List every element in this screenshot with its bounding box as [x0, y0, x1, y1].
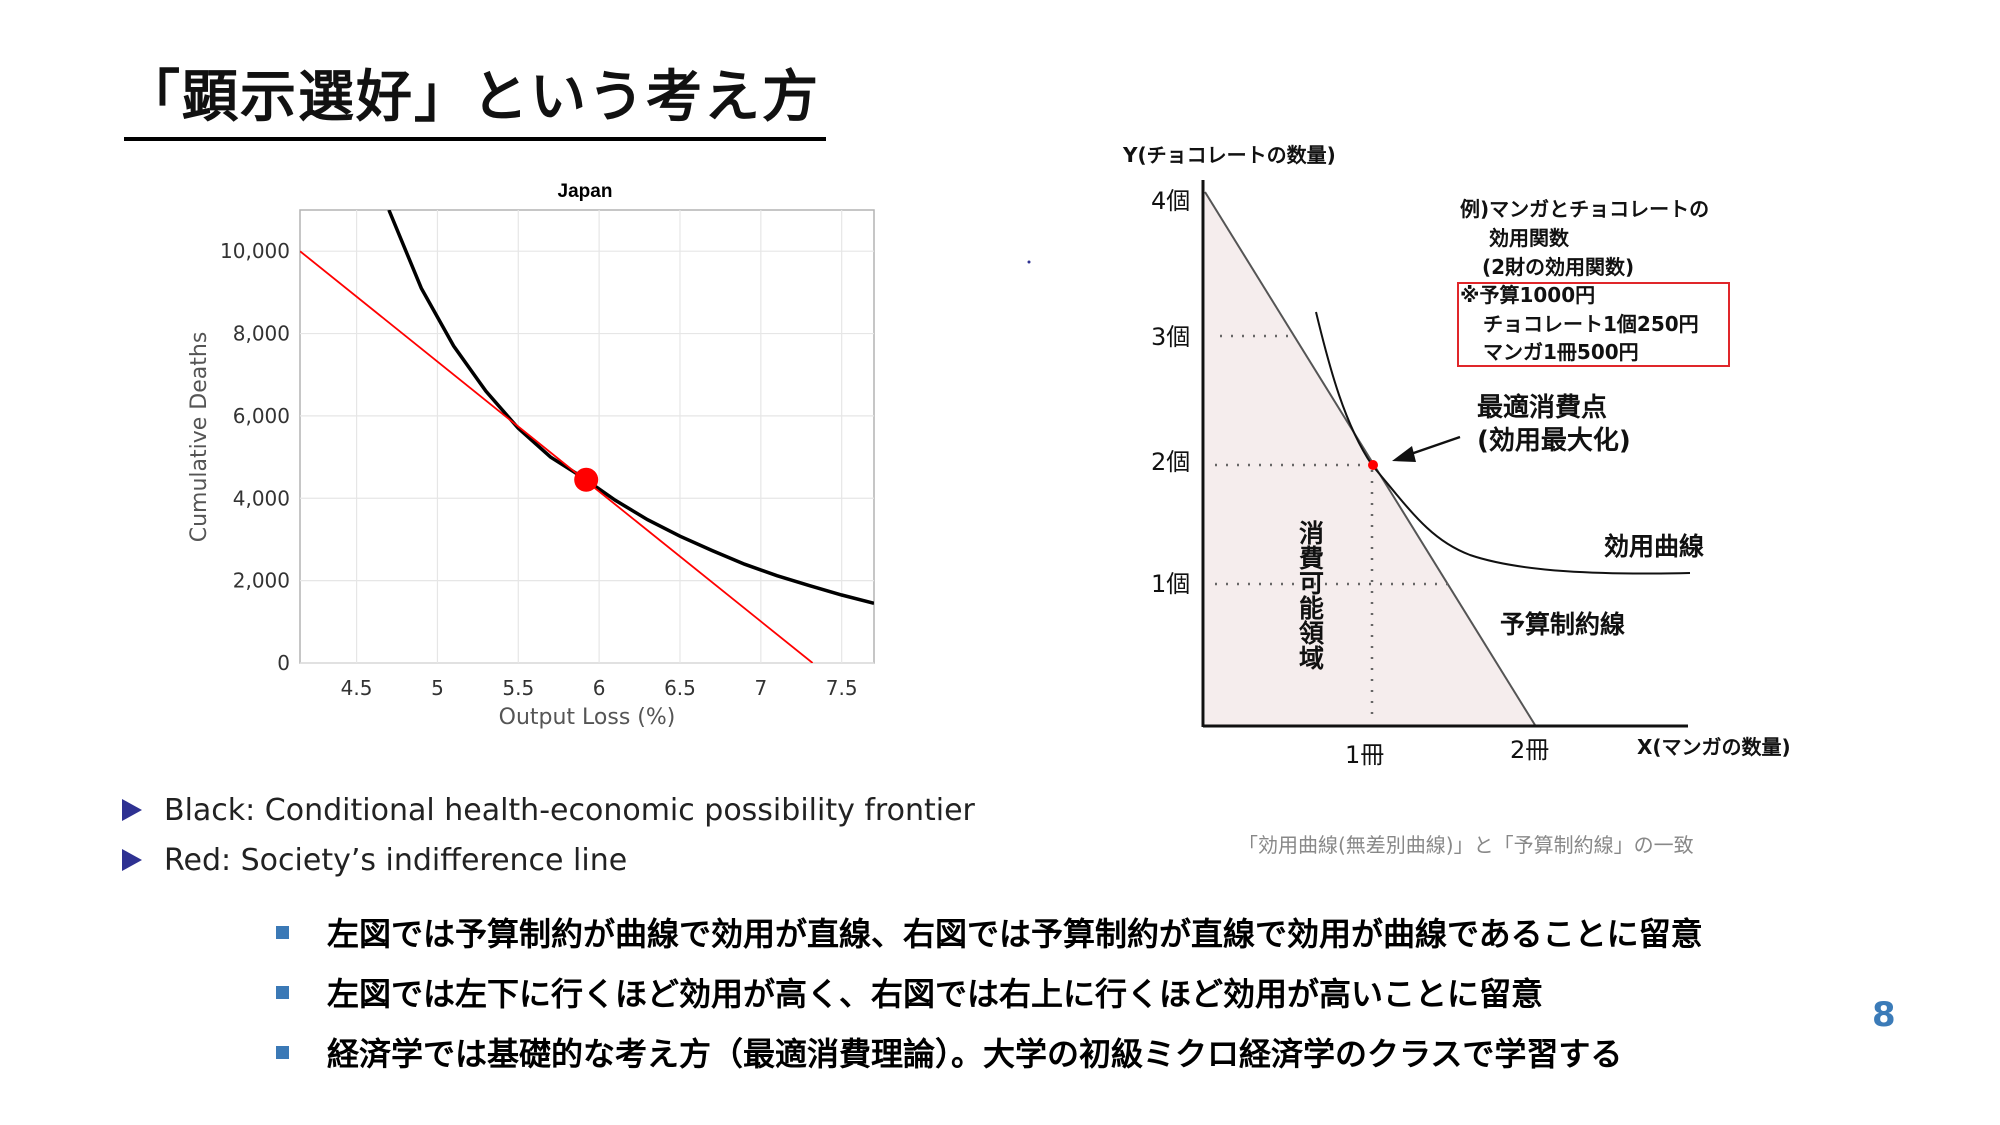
consumable-region-label: 消費可能領域 [1296, 520, 1326, 671]
optimum-arrow-head [1392, 446, 1416, 462]
triangle-bullet-icon [122, 849, 142, 871]
left-plot-area [299, 209, 875, 664]
note-text: 左図では予算制約が曲線で効用が直線、右図では予算制約が直線で効用が曲線であること… [327, 915, 1703, 953]
right-chart: Y(チョコレートの数量) X(マンガの数量) 4個 3個 2個 1個 1冊 2冊… [1122, 143, 1791, 769]
right-y-axis-label: Y(チョコレートの数量) [1122, 143, 1336, 167]
y-tick-label: 0 [277, 651, 290, 675]
x-tick-1: 1冊 [1345, 741, 1384, 769]
utility-curve-label: 効用曲線 [1604, 532, 1704, 561]
x-tick-label: 6.5 [664, 676, 696, 700]
bullet-black: Black: Conditional health-economic possi… [122, 785, 975, 835]
stray-dot [1027, 260, 1031, 264]
example-line-3: (2財の効用関数) [1482, 255, 1634, 279]
budget-note-1: ※予算1000円 [1460, 283, 1595, 307]
indifference-line [300, 250, 814, 663]
note-item: 左図では予算制約が曲線で効用が直線、右図では予算制約が直線で効用が曲線であること… [276, 902, 1703, 962]
square-bullet-icon [276, 1045, 289, 1059]
x-tick-label: 7 [754, 676, 767, 700]
optimum-label-2: (効用最大化) [1477, 425, 1631, 456]
left-chart-title: Japan [558, 181, 613, 202]
frontier-curve [387, 210, 874, 605]
bullet-text: Red: Society’s indifference line [164, 842, 628, 878]
y-tick-2: 2個 [1151, 448, 1190, 476]
utility-curve [1315, 311, 1691, 575]
x-tick-label: 5 [431, 676, 444, 700]
bullet-red: Red: Society’s indifference line [122, 835, 975, 885]
x-tick-label: 7.5 [826, 676, 858, 700]
left-grid [300, 210, 874, 664]
optimum-label-1: 最適消費点 [1477, 392, 1607, 423]
legend-bullets: Black: Conditional health-economic possi… [122, 785, 975, 885]
x-tick-2: 2冊 [1510, 736, 1549, 764]
right-x-axis-label: X(マンガの数量) [1637, 735, 1791, 759]
y-tick-label: 10,000 [220, 239, 290, 263]
left-series [300, 210, 874, 663]
note-item: 経済学では基礎的な考え方（最適消費理論）。大学の初級ミクロ経済学のクラスで学習す… [276, 1022, 1703, 1082]
x-tick-label: 4.5 [341, 676, 373, 700]
budget-note-3: マンガ1冊500円 [1483, 340, 1639, 364]
y-tick-1: 1個 [1151, 570, 1190, 598]
x-tick-label: 5.5 [502, 676, 534, 700]
x-tick-label: 6 [593, 676, 606, 700]
optimum-marker [574, 467, 599, 492]
y-tick-label: 6,000 [233, 404, 290, 428]
y-tick-label: 4,000 [233, 486, 290, 510]
budget-box [1457, 282, 1730, 367]
figure-caption: 「効用曲線(無差別曲線)」と「予算制約線」の一致 [1238, 833, 1694, 857]
budget-line-label: 予算制約線 [1500, 610, 1625, 639]
notes-list: 左図では予算制約が曲線で効用が直線、右図では予算制約が直線で効用が曲線であること… [276, 902, 1703, 1082]
y-tick-label: 2,000 [233, 569, 290, 593]
note-text: 左図では左下に行くほど効用が高く、右図では右上に行くほど効用が高いことに留意 [327, 975, 1544, 1013]
example-line-2: 効用関数 [1489, 226, 1570, 250]
y-tick-4: 4個 [1151, 187, 1190, 215]
guide-lines [1215, 334, 1450, 718]
left-chart: 4.5 5 5.5 6 6.5 7 7.5 0 2,000 4,000 6,000 8,000 10,0… [187, 181, 875, 730]
left-ticks: 4.5 5 5.5 6 6.5 7 7.5 0 2,000 4,000 6,000 8,000 10,0… [220, 239, 858, 700]
optimum-point [1368, 460, 1378, 470]
slide-title: 「顕示選好」という考え方 [124, 52, 826, 141]
note-item: 左図では左下に行くほど効用が高く、右図では右上に行くほど効用が高いことに留意 [276, 962, 1703, 1022]
triangle-bullet-icon [122, 799, 142, 821]
left-x-axis-label: Output Loss (%) [499, 705, 676, 730]
square-bullet-icon [276, 985, 289, 999]
budget-line [1204, 191, 1536, 726]
note-text: 経済学では基礎的な考え方（最適消費理論）。大学の初級ミクロ経済学のクラスで学習す… [327, 1035, 1623, 1073]
budget-note-2: チョコレート1個250円 [1483, 312, 1699, 336]
example-line-1: 例)マンガとチョコレートの [1460, 197, 1709, 221]
bullet-text: Black: Conditional health-economic possi… [164, 792, 975, 828]
y-tick-label: 8,000 [233, 322, 290, 346]
y-tick-3: 3個 [1151, 323, 1190, 351]
left-y-axis-label: Cumulative Deaths [187, 332, 212, 543]
optimum-arrow [1404, 435, 1461, 458]
page-number: 8 [1872, 995, 1896, 1035]
square-bullet-icon [276, 925, 289, 939]
